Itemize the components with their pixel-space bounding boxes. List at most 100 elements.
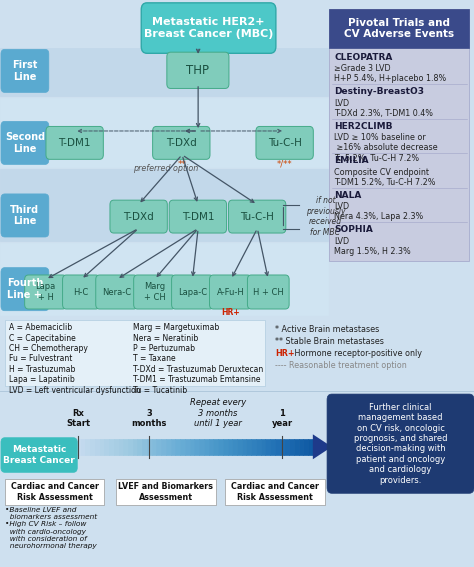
Bar bbox=[180, 439, 185, 455]
Text: **: ** bbox=[178, 160, 186, 169]
Text: ---- Reasonable treatment option: ---- Reasonable treatment option bbox=[275, 361, 407, 370]
Bar bbox=[5, 479, 104, 505]
Bar bbox=[329, 9, 469, 48]
Text: Composite CV endpoint
T-DM1 5.2%, Tu-C-H 7.2%: Composite CV endpoint T-DM1 5.2%, Tu-C-H… bbox=[334, 167, 436, 187]
Bar bbox=[161, 439, 166, 455]
Bar bbox=[213, 439, 218, 455]
Bar bbox=[261, 439, 265, 455]
Bar bbox=[142, 439, 147, 455]
Text: Nera-C: Nera-C bbox=[102, 287, 131, 297]
FancyBboxPatch shape bbox=[1, 49, 49, 92]
Text: •Baseline LVEF and
  biomarkers assessment
•High CV Risk – follow
  with cardio-: •Baseline LVEF and biomarkers assessment… bbox=[5, 507, 97, 549]
Bar bbox=[100, 439, 104, 455]
Text: Further clinical
management based
on CV risk, oncologic
prognosis, and shared
de: Further clinical management based on CV … bbox=[354, 403, 447, 485]
Text: A = Abemaciclib
C = Capecitabine
CH = Chemotherapy
Fu = Fulvestrant
H = Trastuzu: A = Abemaciclib C = Capecitabine CH = Ch… bbox=[9, 323, 141, 395]
Bar bbox=[185, 439, 190, 455]
Bar bbox=[156, 439, 161, 455]
Text: Second
Line: Second Line bbox=[5, 132, 45, 154]
Text: T-DM1: T-DM1 bbox=[182, 211, 214, 222]
Text: Marg
+ CH: Marg + CH bbox=[144, 282, 165, 302]
Bar bbox=[190, 439, 194, 455]
FancyBboxPatch shape bbox=[110, 200, 167, 233]
Bar bbox=[116, 479, 216, 505]
Bar bbox=[256, 439, 261, 455]
Text: CLEOPATRA: CLEOPATRA bbox=[334, 53, 392, 62]
Text: SOPHIA: SOPHIA bbox=[334, 225, 373, 234]
Bar bbox=[152, 439, 156, 455]
Bar bbox=[85, 439, 90, 455]
Text: Pivotal Trials and
CV Adverse Events: Pivotal Trials and CV Adverse Events bbox=[344, 18, 455, 39]
Polygon shape bbox=[313, 434, 332, 459]
Bar bbox=[147, 439, 152, 455]
Text: T-DM1: T-DM1 bbox=[58, 138, 91, 148]
Bar bbox=[242, 439, 246, 455]
Bar bbox=[171, 439, 175, 455]
Text: Third
Line: Third Line bbox=[10, 205, 39, 226]
Bar bbox=[0, 243, 328, 315]
Text: LVD
Nera 4.3%, Lapa 2.3%: LVD Nera 4.3%, Lapa 2.3% bbox=[334, 202, 423, 222]
FancyBboxPatch shape bbox=[172, 275, 213, 309]
Text: LVEF and Biomarkers
Assessment: LVEF and Biomarkers Assessment bbox=[118, 482, 213, 502]
Bar bbox=[90, 439, 95, 455]
Bar bbox=[123, 439, 128, 455]
FancyBboxPatch shape bbox=[25, 275, 66, 309]
Text: Lapa
+ H: Lapa + H bbox=[36, 282, 55, 302]
Bar bbox=[232, 439, 237, 455]
FancyBboxPatch shape bbox=[134, 275, 175, 309]
FancyBboxPatch shape bbox=[327, 394, 474, 493]
Text: Cardiac and Cancer
Risk Assessment: Cardiac and Cancer Risk Assessment bbox=[231, 482, 319, 502]
Bar bbox=[265, 439, 270, 455]
FancyBboxPatch shape bbox=[210, 275, 251, 309]
Text: Marg = Margetuximab
Nera = Neratinib
P = Pertuzumab
T = Taxane
T-DXd = Trastuzum: Marg = Margetuximab Nera = Neratinib P =… bbox=[133, 323, 263, 395]
Bar bbox=[194, 439, 199, 455]
Text: H + CH: H + CH bbox=[253, 287, 283, 297]
Bar bbox=[289, 439, 294, 455]
FancyBboxPatch shape bbox=[1, 121, 49, 164]
FancyBboxPatch shape bbox=[63, 275, 100, 309]
Bar bbox=[225, 479, 325, 505]
Bar bbox=[280, 439, 284, 455]
Bar bbox=[270, 439, 275, 455]
Bar bbox=[246, 439, 251, 455]
Text: Destiny-BreastO3: Destiny-BreastO3 bbox=[334, 87, 424, 96]
Text: H-C: H-C bbox=[73, 287, 89, 297]
Text: Metastatic HER2+
Breast Cancer (MBC): Metastatic HER2+ Breast Cancer (MBC) bbox=[144, 17, 273, 39]
Bar bbox=[251, 439, 256, 455]
Bar bbox=[228, 439, 232, 455]
Text: Lapa-C: Lapa-C bbox=[178, 287, 207, 297]
FancyBboxPatch shape bbox=[167, 52, 229, 88]
Bar bbox=[104, 439, 109, 455]
Bar bbox=[0, 169, 328, 241]
Bar bbox=[175, 439, 180, 455]
Bar bbox=[137, 439, 142, 455]
Text: HR+: HR+ bbox=[221, 308, 240, 318]
FancyBboxPatch shape bbox=[141, 3, 276, 53]
Bar bbox=[223, 439, 228, 455]
Text: Metastatic
Breast Cancer: Metastatic Breast Cancer bbox=[3, 445, 75, 465]
Text: 1
year: 1 year bbox=[272, 409, 292, 428]
FancyBboxPatch shape bbox=[169, 200, 227, 233]
Bar bbox=[81, 439, 85, 455]
Text: LVD
Marg 1.5%, H 2.3%: LVD Marg 1.5%, H 2.3% bbox=[334, 236, 411, 256]
Text: Cardiac and Cancer
Risk Assessment: Cardiac and Cancer Risk Assessment bbox=[10, 482, 99, 502]
Text: LVD ≥ 10% baseline or
 ≥16% absolute decrease
Tu 5.2%, Tu-C-H 7.2%: LVD ≥ 10% baseline or ≥16% absolute decr… bbox=[334, 133, 438, 163]
Bar bbox=[0, 98, 328, 167]
Bar bbox=[303, 439, 308, 455]
Text: NALA: NALA bbox=[334, 191, 362, 200]
Bar bbox=[299, 439, 303, 455]
Text: T-DXd: T-DXd bbox=[123, 211, 154, 222]
Text: First
Line: First Line bbox=[12, 60, 37, 82]
Bar bbox=[76, 439, 81, 455]
Bar bbox=[199, 439, 204, 455]
Bar bbox=[118, 439, 123, 455]
Text: Repeat every
3 months
until 1 year: Repeat every 3 months until 1 year bbox=[190, 398, 246, 428]
Bar bbox=[5, 320, 265, 386]
FancyBboxPatch shape bbox=[1, 268, 49, 311]
FancyBboxPatch shape bbox=[256, 126, 313, 159]
Text: Hormone receptor-positive only: Hormone receptor-positive only bbox=[292, 349, 421, 358]
FancyBboxPatch shape bbox=[247, 275, 289, 309]
Bar bbox=[133, 439, 137, 455]
Text: HR+: HR+ bbox=[275, 349, 294, 358]
Text: THP: THP bbox=[186, 64, 210, 77]
FancyBboxPatch shape bbox=[1, 194, 49, 237]
